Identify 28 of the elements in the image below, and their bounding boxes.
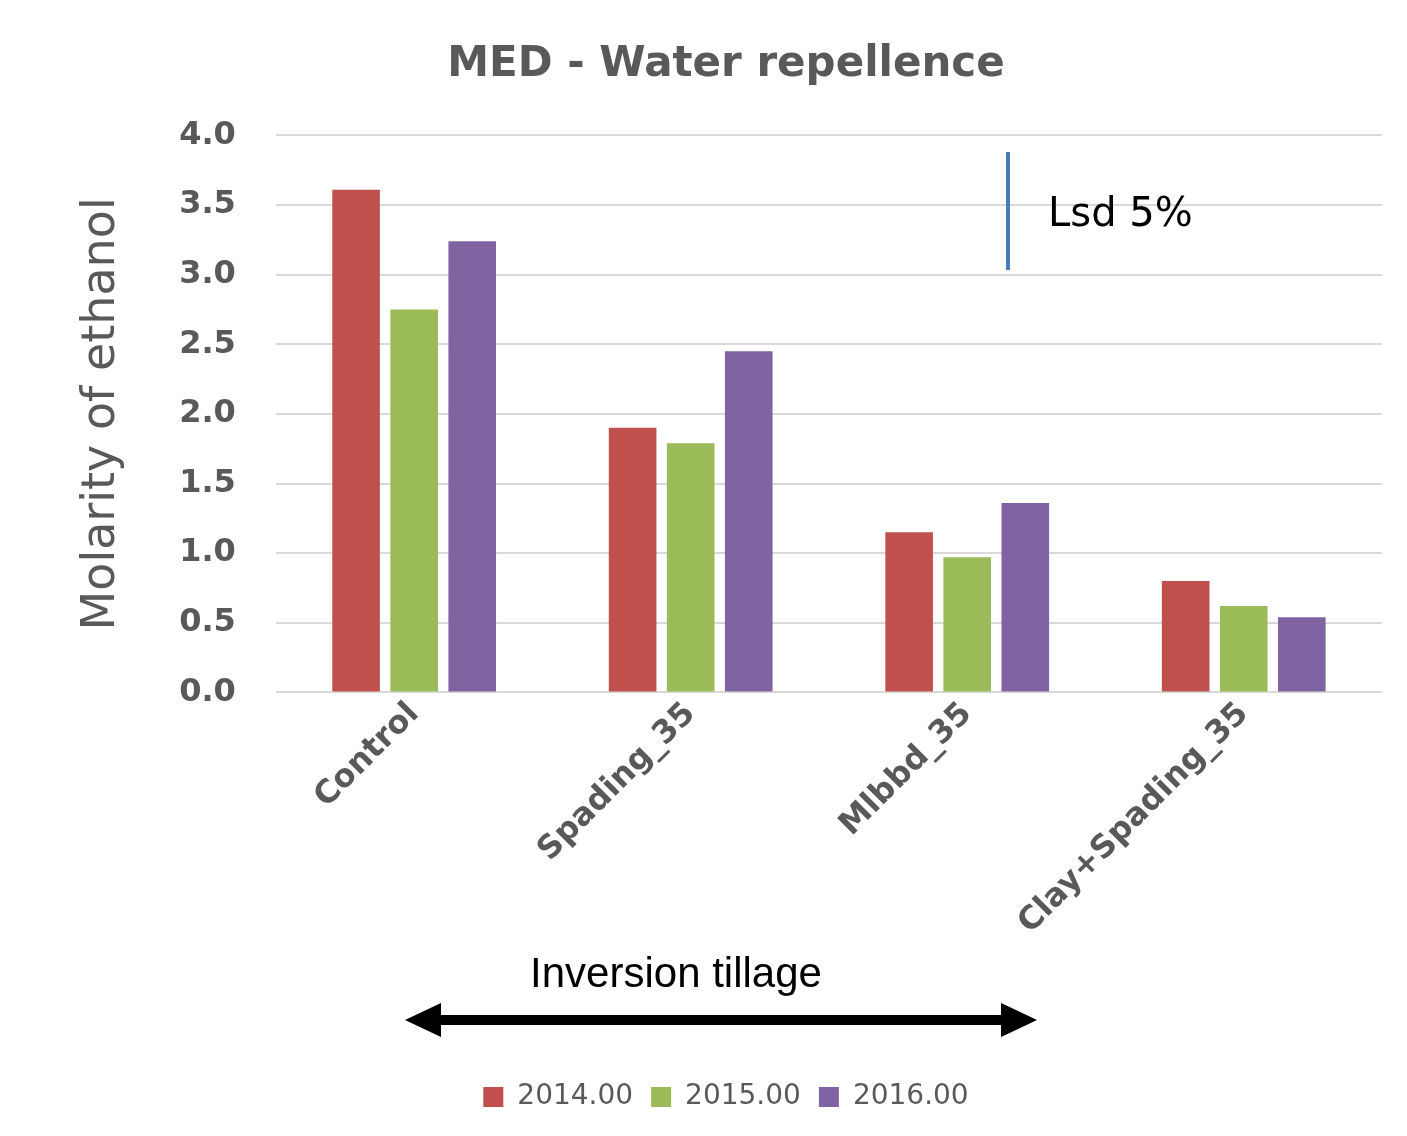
bar — [1161, 580, 1210, 692]
bar — [666, 443, 715, 692]
text: Inversion tillage — [530, 948, 822, 996]
bar — [448, 241, 497, 692]
y-tick-label: 2.0 — [179, 392, 236, 431]
legend-label: 2015.00 — [685, 1078, 801, 1112]
bar — [1219, 606, 1268, 692]
legend-label: 2014.00 — [517, 1078, 634, 1112]
bar — [943, 557, 992, 692]
y-tick-label: 3.0 — [179, 252, 236, 291]
bar — [885, 532, 933, 692]
y-tick-label: 3.5 — [179, 183, 236, 222]
bar — [608, 427, 657, 692]
y-tick-label: 1.5 — [179, 461, 236, 500]
bar — [1001, 503, 1050, 692]
bar — [332, 189, 380, 692]
y-tick-label: 2.5 — [179, 322, 236, 361]
legend-label: 2016.00 — [852, 1078, 969, 1112]
y-axis-title: Molarity of ethanol — [70, 197, 125, 631]
bar — [390, 309, 438, 692]
y-tick-label: 0.5 — [179, 601, 236, 640]
bar — [724, 351, 773, 692]
y-tick-label: 4.0 — [179, 113, 236, 152]
annotation: Lsd 5% — [1048, 189, 1193, 236]
y-tick-label: 0.0 — [179, 670, 236, 709]
y-tick-label: 1.0 — [179, 531, 236, 570]
bar — [1278, 617, 1326, 692]
chart-title: MED - Water repellence — [447, 37, 1005, 87]
